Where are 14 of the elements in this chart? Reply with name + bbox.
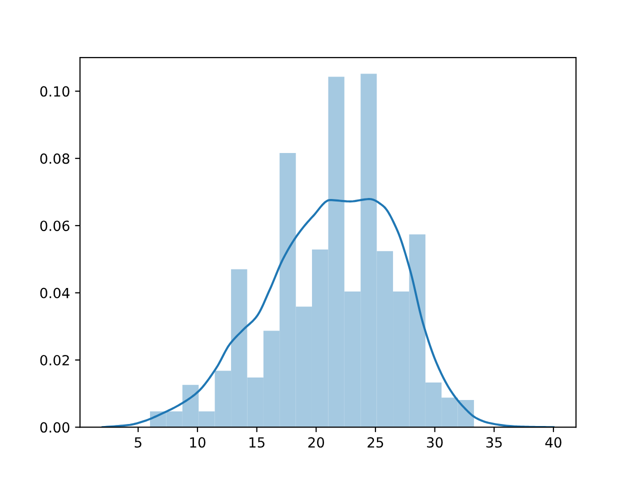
- y-tick-label: 0.02: [40, 354, 69, 366]
- y-tick-label: 0.08: [40, 153, 70, 164]
- y-tick-label: 0.06: [40, 220, 70, 232]
- x-tick-label: 20: [308, 437, 324, 448]
- x-tick-label: 5: [134, 437, 142, 448]
- x-tick-label: 30: [427, 437, 443, 448]
- x-tick-label: 35: [486, 437, 502, 448]
- x-tick-label: 25: [368, 437, 384, 448]
- x-tick-label: 15: [249, 437, 264, 448]
- x-tick-label: 40: [545, 437, 562, 448]
- x-tick-label: 10: [190, 437, 206, 448]
- y-tick-label: 0.04: [40, 288, 70, 298]
- y-tick-label: 0.00: [40, 422, 70, 433]
- y-tick-label: 0.10: [40, 86, 70, 97]
